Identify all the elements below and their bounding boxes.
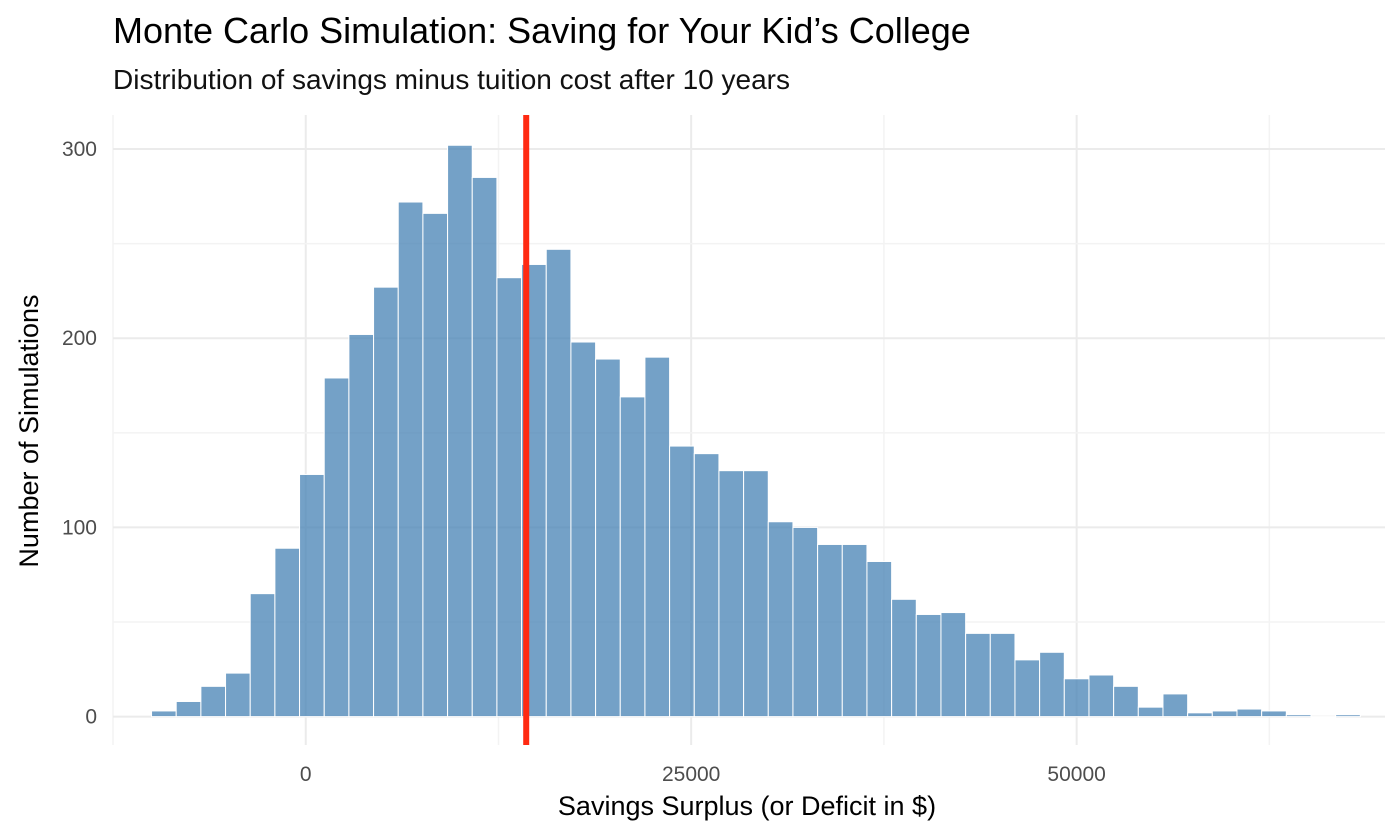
histogram-bar bbox=[225, 672, 251, 718]
x-tick-label: 0 bbox=[300, 763, 312, 786]
histogram-bar bbox=[1014, 659, 1041, 718]
histogram-bar bbox=[348, 333, 375, 718]
histogram-bar bbox=[299, 473, 325, 718]
histogram-bar bbox=[397, 201, 424, 718]
histogram-bar bbox=[891, 598, 917, 718]
y-tick-label: 100 bbox=[62, 516, 97, 539]
histogram-bar bbox=[447, 144, 473, 718]
x-tick-label: 25000 bbox=[662, 763, 720, 786]
histogram-bar bbox=[1211, 710, 1238, 718]
histogram-bar bbox=[619, 396, 646, 718]
histogram-bar bbox=[915, 613, 942, 718]
histogram-bar bbox=[249, 593, 276, 718]
histogram-bars bbox=[151, 144, 1361, 718]
histogram-bar bbox=[471, 176, 498, 718]
histogram-bar bbox=[1236, 708, 1263, 718]
histogram-bar bbox=[1039, 651, 1065, 718]
histogram-bar bbox=[175, 700, 202, 718]
histogram-bar bbox=[841, 543, 868, 718]
histogram-bar bbox=[792, 526, 819, 718]
histogram-bar bbox=[1162, 693, 1189, 718]
y-tick-label: 0 bbox=[85, 706, 97, 729]
x-axis-title: Savings Surplus (or Deficit in $) bbox=[558, 791, 936, 821]
y-axis-title: Number of Simulations bbox=[14, 294, 44, 567]
histogram-bar bbox=[866, 560, 893, 718]
histogram-bar bbox=[644, 356, 671, 718]
histogram-bar bbox=[422, 212, 449, 718]
histogram-bar bbox=[1187, 712, 1213, 718]
histogram-bar bbox=[595, 358, 621, 718]
histogram-bar bbox=[151, 710, 177, 718]
histogram-bar bbox=[1137, 706, 1164, 718]
y-tick-label: 200 bbox=[62, 327, 97, 350]
histogram-bar bbox=[743, 470, 769, 718]
histogram-bar bbox=[693, 453, 720, 718]
histogram-bar bbox=[718, 470, 745, 718]
chart-title: Monte Carlo Simulation: Saving for Your … bbox=[113, 10, 971, 51]
histogram-bar bbox=[817, 543, 843, 718]
chart-subtitle: Distribution of savings minus tuition co… bbox=[113, 64, 790, 95]
histogram-bar bbox=[200, 685, 227, 718]
histogram-bar bbox=[965, 632, 991, 718]
histogram-bar bbox=[1310, 716, 1337, 718]
x-tick-label: 50000 bbox=[1047, 763, 1105, 786]
y-axis-ticks: 0 100 200 300 bbox=[62, 138, 97, 729]
histogram-bar bbox=[323, 377, 350, 718]
histogram-bar bbox=[1113, 685, 1139, 718]
histogram-bar bbox=[1285, 714, 1312, 718]
histogram-bar bbox=[1261, 710, 1287, 718]
histogram-bar bbox=[570, 341, 597, 718]
histogram-bar bbox=[767, 521, 794, 718]
histogram-bar bbox=[1063, 678, 1090, 718]
histogram-bar bbox=[373, 286, 399, 718]
histogram-bar bbox=[1335, 714, 1361, 718]
histogram-bar bbox=[496, 277, 523, 718]
histogram-bar bbox=[545, 248, 572, 718]
x-axis-ticks: 0 25000 50000 bbox=[300, 763, 1106, 786]
histogram-bar bbox=[1088, 674, 1115, 718]
histogram-bar bbox=[274, 547, 301, 718]
y-tick-label: 300 bbox=[62, 138, 97, 161]
histogram-bar bbox=[940, 612, 967, 718]
histogram-bar bbox=[989, 632, 1016, 718]
histogram-bar bbox=[669, 445, 695, 718]
